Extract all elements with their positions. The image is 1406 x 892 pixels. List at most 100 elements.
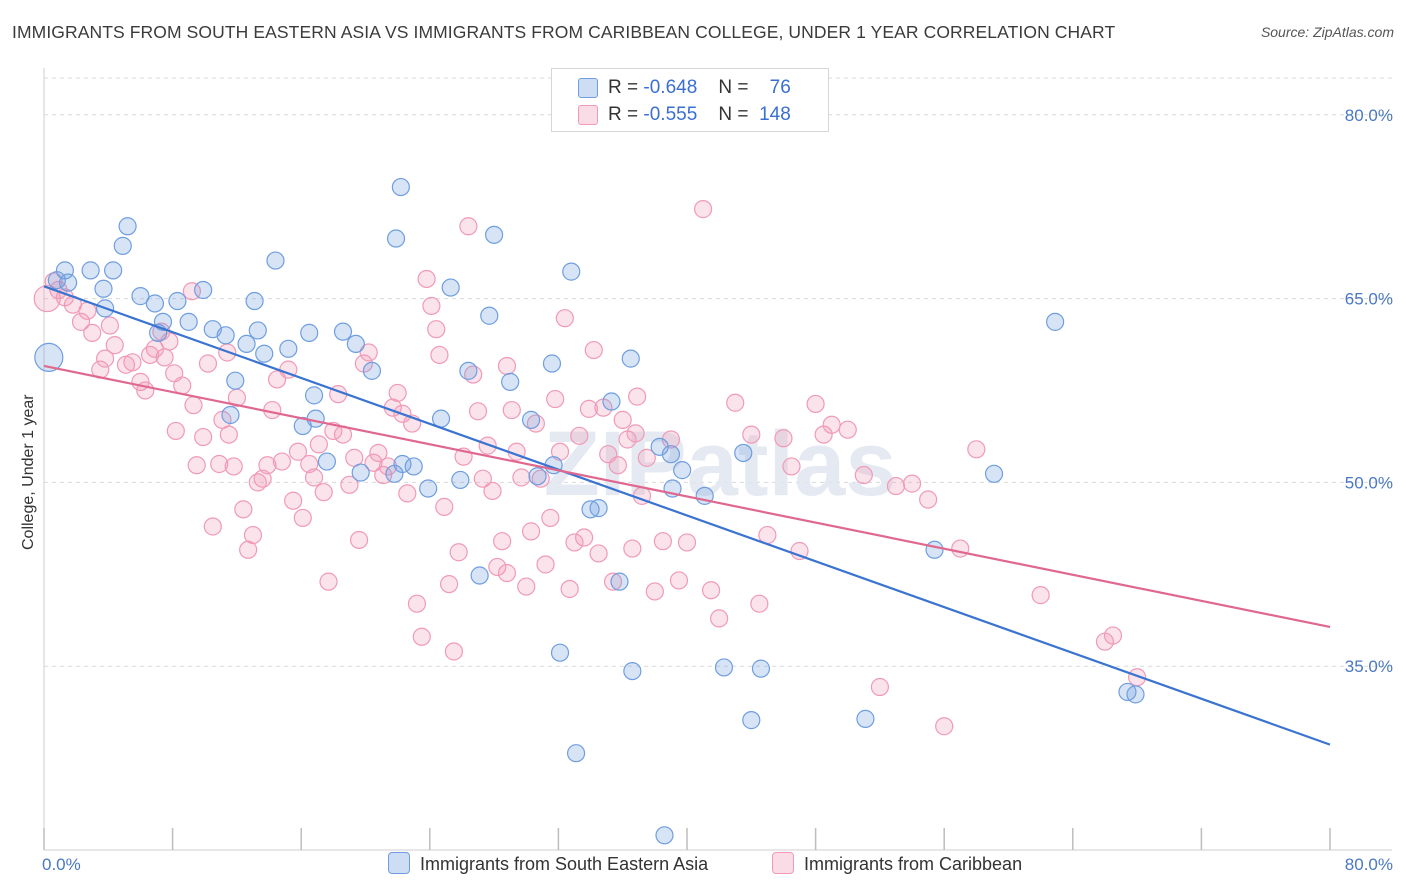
chart-title: IMMIGRANTS FROM SOUTH EASTERN ASIA VS IM…: [12, 22, 1116, 42]
point-caribbean: [166, 421, 185, 441]
point-caribbean: [427, 320, 446, 339]
point-south-eastern-asia: [925, 540, 944, 559]
point-south-eastern-asia: [94, 279, 113, 298]
point-caribbean: [838, 420, 857, 439]
point-south-eastern-asia: [566, 744, 586, 763]
point-caribbean: [459, 217, 478, 236]
grid-lines: [44, 77, 1392, 667]
point-caribbean: [628, 387, 647, 406]
point-caribbean: [435, 497, 454, 516]
point-caribbean: [105, 336, 124, 355]
point-caribbean: [693, 200, 713, 219]
x-tick-label-max: 80.0%: [1345, 855, 1393, 874]
point-caribbean: [497, 563, 517, 583]
point-caribbean: [608, 456, 627, 475]
source-label: Source: ZipAtlas.com: [1260, 24, 1394, 40]
point-south-eastern-asia: [216, 326, 235, 345]
point-south-eastern-asia: [245, 291, 264, 311]
legend-n-label: N =: [718, 104, 749, 125]
point-caribbean: [95, 349, 115, 368]
point-caribbean: [565, 533, 584, 552]
point-caribbean: [589, 544, 608, 563]
series-south-eastern-asia-points: [34, 177, 1145, 845]
point-caribbean: [669, 571, 689, 590]
point-south-eastern-asia: [550, 643, 570, 662]
point-south-eastern-asia: [306, 409, 325, 428]
point-south-eastern-asia: [226, 371, 245, 390]
point-caribbean: [546, 389, 565, 409]
point-south-eastern-asia: [501, 372, 520, 391]
point-caribbean: [258, 456, 277, 475]
point-caribbean: [790, 541, 809, 561]
point-south-eastern-asia: [856, 709, 875, 728]
point-caribbean: [677, 533, 697, 552]
point-caribbean: [710, 609, 729, 628]
point-caribbean: [198, 354, 218, 373]
point-south-eastern-asia: [751, 659, 771, 678]
point-south-eastern-asia: [742, 711, 761, 730]
point-caribbean: [309, 435, 328, 454]
point-south-eastern-asia: [300, 323, 319, 342]
watermark: ZIPatlas: [544, 413, 897, 515]
tick-labels: 35.0% 50.0% 65.0% 80.0% 0.0% 80.0%: [42, 106, 1393, 874]
point-caribbean: [219, 425, 238, 444]
legend-r-value-pink: -0.555: [643, 104, 698, 125]
point-caribbean: [560, 579, 579, 599]
point-caribbean: [369, 443, 388, 463]
point-south-eastern-asia: [362, 361, 382, 380]
trend-line-south-eastern-asia: [43, 285, 1331, 746]
point-caribbean: [478, 436, 497, 455]
point-caribbean: [919, 490, 938, 509]
trend-line-caribbean: [43, 364, 1331, 629]
bottom-legend-label-blue: Immigrants from South Eastern Asia: [420, 854, 709, 874]
point-south-eastern-asia: [714, 658, 734, 677]
point-caribbean: [497, 356, 517, 376]
point-caribbean: [870, 677, 890, 697]
point-caribbean: [203, 517, 222, 536]
point-caribbean: [531, 469, 550, 488]
point-caribbean: [272, 452, 292, 471]
point-south-eastern-asia: [655, 826, 674, 845]
point-caribbean: [886, 476, 906, 496]
point-caribbean: [935, 717, 954, 736]
point-caribbean: [1103, 626, 1123, 645]
point-caribbean: [253, 469, 272, 488]
point-caribbean: [412, 627, 431, 646]
point-south-eastern-asia: [393, 454, 412, 474]
point-caribbean: [774, 429, 793, 448]
point-caribbean: [1031, 586, 1050, 605]
point-caribbean: [822, 415, 841, 434]
bottom-legend-label-pink: Immigrants from Caribbean: [804, 854, 1023, 874]
point-south-eastern-asia: [145, 294, 165, 313]
point-caribbean: [417, 269, 436, 289]
point-caribbean: [210, 454, 229, 474]
point-caribbean: [661, 430, 681, 449]
point-south-eastern-asia: [470, 566, 489, 585]
point-caribbean: [613, 410, 632, 429]
point-south-eastern-asia: [1126, 685, 1145, 704]
point-south-eastern-asia: [542, 354, 562, 373]
point-caribbean: [444, 642, 464, 661]
point-south-eastern-asia: [621, 349, 640, 368]
point-caribbean: [536, 555, 555, 574]
point-south-eastern-asia: [346, 334, 365, 354]
bottom-legend-swatch-blue: [388, 852, 410, 874]
point-caribbean: [234, 500, 253, 519]
y-tick-label: 35.0%: [1345, 657, 1393, 676]
series-caribbean-points: [33, 200, 1147, 736]
point-south-eastern-asia: [168, 291, 187, 311]
point-caribbean: [422, 296, 441, 316]
point-caribbean: [521, 522, 541, 541]
point-south-eastern-asia: [451, 470, 470, 490]
point-caribbean: [570, 426, 589, 445]
point-caribbean: [293, 508, 312, 528]
point-caribbean: [902, 474, 922, 493]
point-caribbean: [555, 309, 574, 328]
point-south-eastern-asia: [279, 339, 298, 358]
point-south-eastern-asia: [562, 262, 581, 281]
point-south-eastern-asia: [59, 273, 78, 292]
point-south-eastern-asia: [673, 461, 692, 480]
point-south-eastern-asia: [734, 443, 753, 463]
y-tick-label: 50.0%: [1345, 473, 1393, 492]
point-caribbean: [623, 539, 642, 558]
